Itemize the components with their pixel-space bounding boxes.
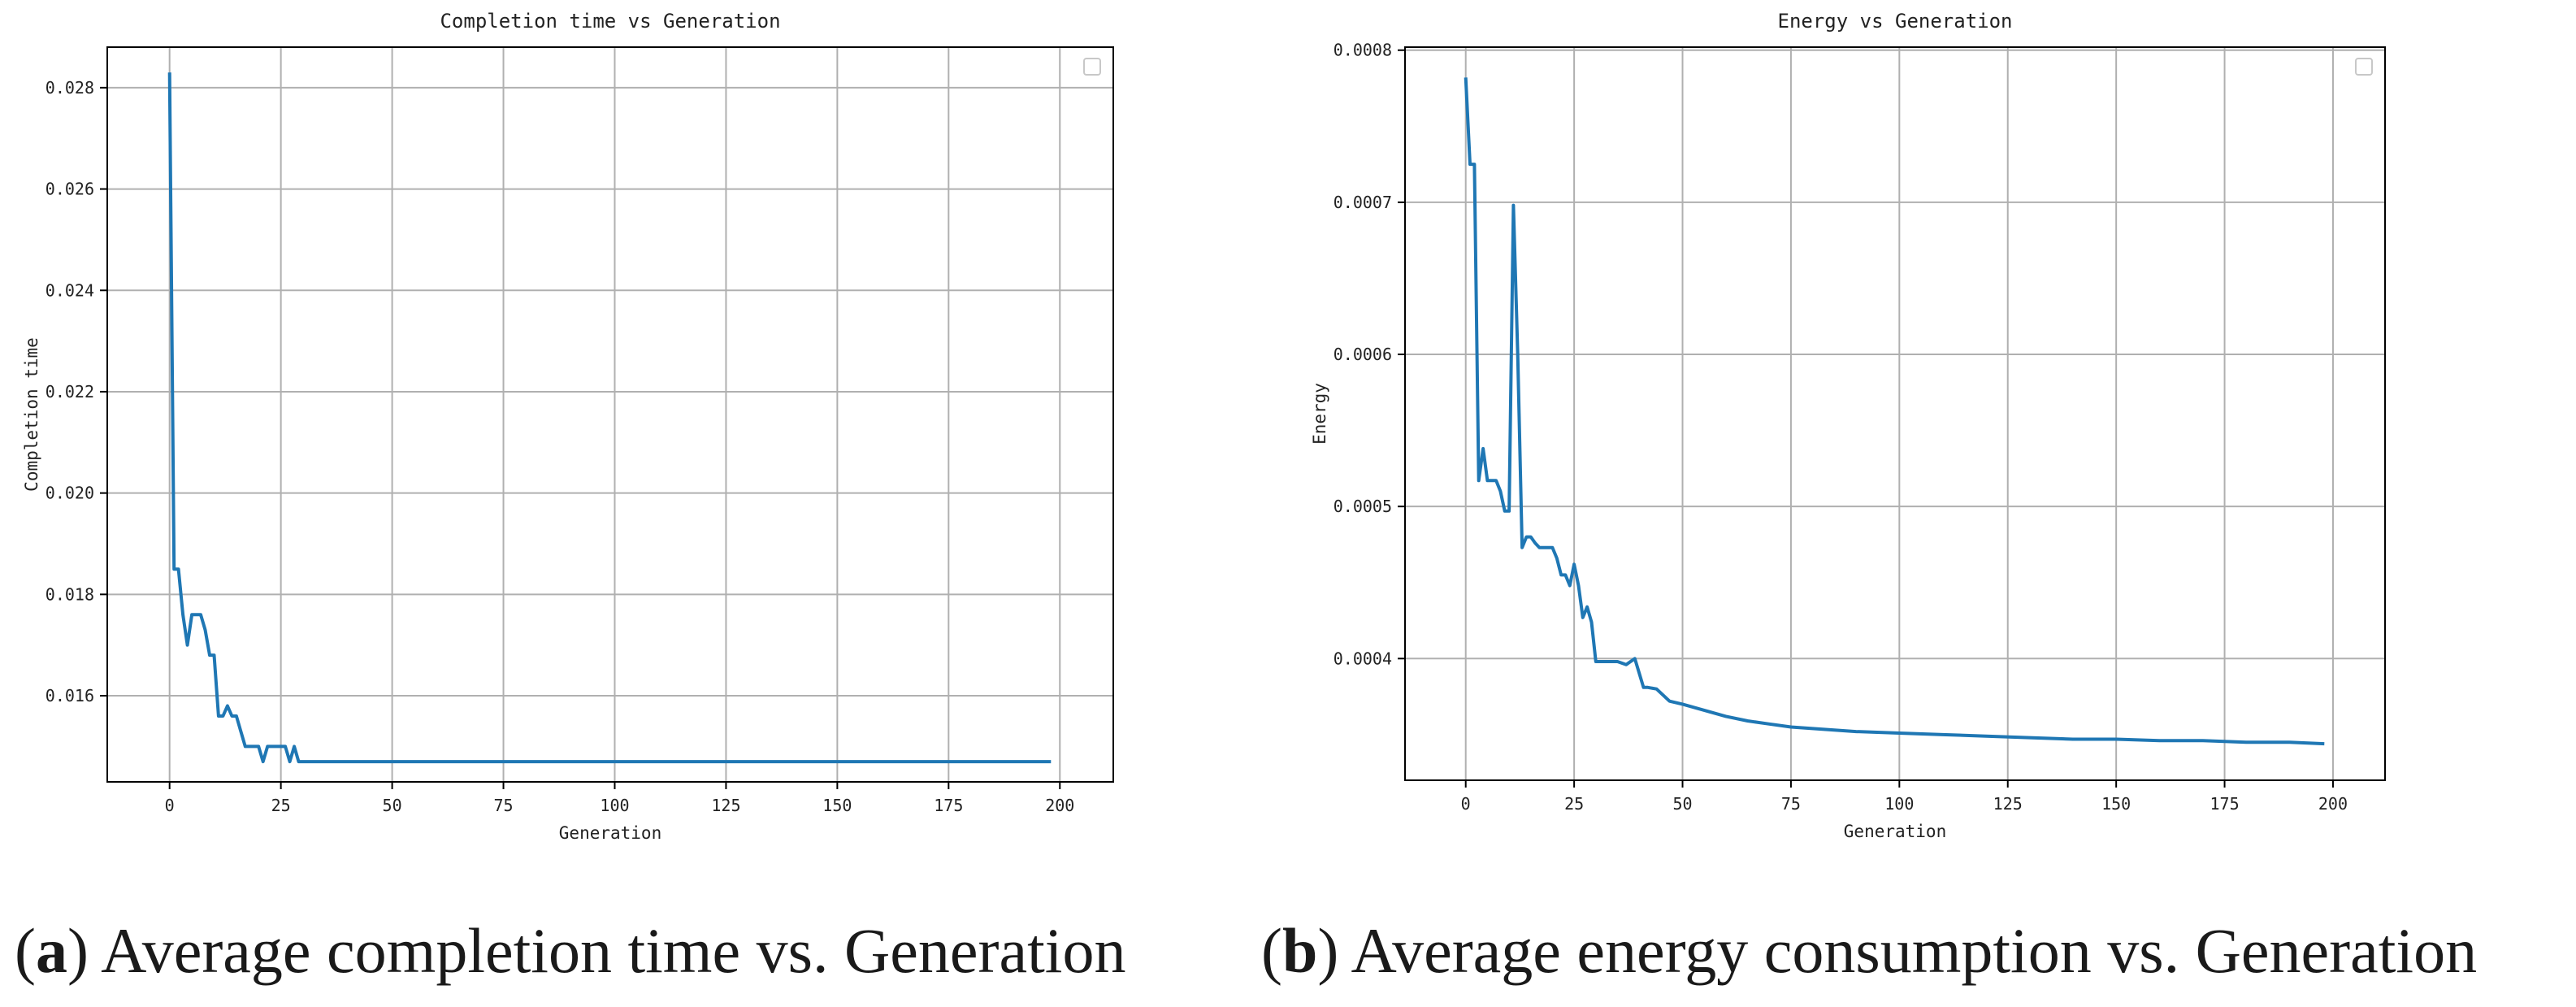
x-tick-label: 125 (711, 796, 740, 815)
x-tick-label: 25 (1564, 794, 1584, 814)
x-tick-label: 50 (383, 796, 402, 815)
y-tick-label: 0.0008 (1334, 41, 1392, 60)
caption-b-letter: b (1281, 915, 1318, 986)
y-tick-label: 0.026 (46, 180, 94, 199)
caption-b-paren: ( (1261, 915, 1282, 986)
x-tick-label: 75 (493, 796, 513, 815)
chart-panel-energy: 0 25 50 75 100 125 150 175 200 0.0004 0.0005 0.0006… (1288, 0, 2576, 890)
y-axis-label: Completion time (22, 337, 41, 492)
x-tick-label: 175 (2210, 794, 2239, 814)
y-tick-label: 0.024 (46, 280, 94, 300)
x-tick-label: 25 (271, 796, 291, 815)
y-tick-label: 0.0005 (1334, 497, 1392, 516)
series-line (1464, 77, 2325, 746)
x-tick-label: 150 (822, 796, 852, 815)
plot-frame (106, 46, 1114, 783)
y-tick-label: 0.0007 (1334, 193, 1392, 212)
chart-panel-completion-time: 0 25 50 75 100 125 150 175 200 0.016 0.018 0.020 0.0… (0, 0, 1288, 890)
x-tick-label: 200 (2318, 794, 2348, 814)
x-axis-label: Generation (559, 823, 661, 843)
x-tick-label: 75 (1781, 794, 1801, 814)
caption-a: (a) Average completion time vs. Generati… (15, 914, 1125, 987)
x-tick-label: 125 (1993, 794, 2023, 814)
plot-frame (1404, 46, 2386, 781)
x-tick-label: 50 (1672, 794, 1692, 814)
caption-b: (b) Average energy consumption vs. Gener… (1261, 914, 2477, 987)
caption-a-text: ) Average completion time vs. Generation (67, 915, 1126, 986)
x-tick-label: 175 (934, 796, 963, 815)
caption-b-text: ) Average energy consumption vs. Generat… (1317, 915, 2478, 986)
y-tick-label: 0.018 (46, 584, 94, 604)
x-axis-label: Generation (1844, 822, 1946, 841)
y-tick-label: 0.020 (46, 484, 94, 503)
series-line (167, 72, 1052, 764)
y-tick-label: 0.028 (46, 78, 94, 98)
y-tick-label: 0.0006 (1334, 345, 1392, 364)
x-tick-label: 100 (1884, 794, 1914, 814)
legend-box (1083, 58, 1101, 76)
y-tick-label: 0.0004 (1334, 649, 1392, 668)
x-tick-label: 150 (2101, 794, 2131, 814)
energy-chart: 0 25 50 75 100 125 150 175 200 0.0004 0.0005 0.0006… (1310, 10, 2386, 841)
legend-box (2355, 58, 2373, 76)
y-axis-label: Energy (1310, 383, 1329, 445)
caption-a-letter: a (35, 915, 67, 986)
completion-time-chart: 0 25 50 75 100 125 150 175 200 0.016 0.018 0.020 0.0… (22, 10, 1114, 843)
caption-a-paren: ( (15, 915, 36, 986)
x-tick-label: 200 (1045, 796, 1074, 815)
x-tick-label: 0 (165, 796, 175, 815)
chart-title: Energy vs Generation (1778, 10, 2013, 33)
chart-title: Completion time vs Generation (440, 10, 780, 33)
y-tick-label: 0.016 (46, 686, 94, 705)
y-tick-label: 0.022 (46, 382, 94, 401)
x-tick-label: 100 (600, 796, 629, 815)
x-tick-label: 0 (1461, 794, 1471, 814)
